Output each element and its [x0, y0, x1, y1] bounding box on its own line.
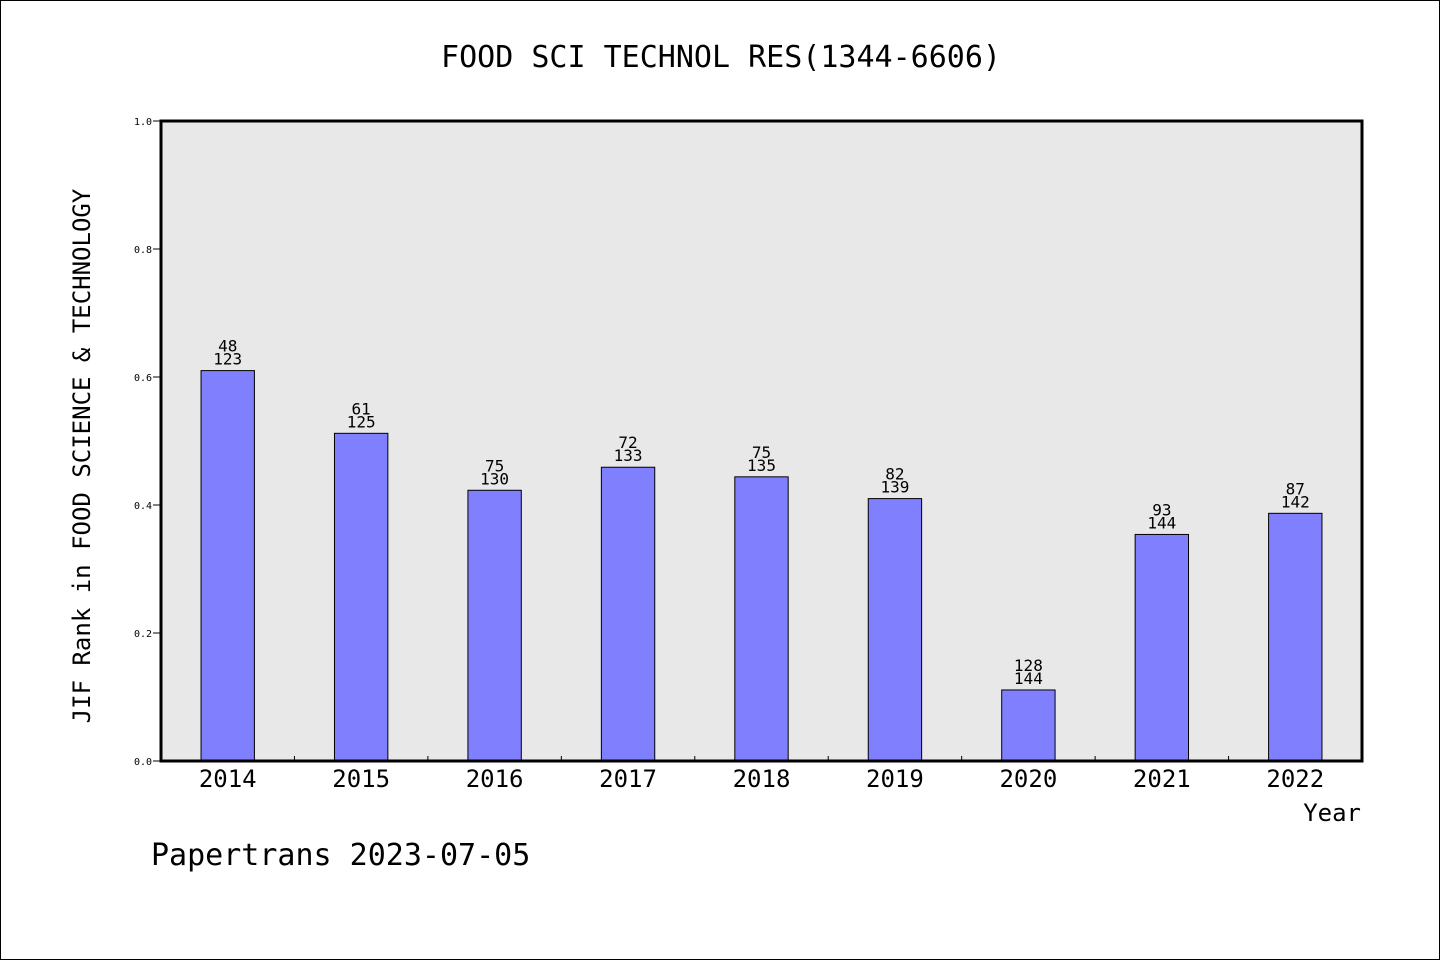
- footer-text: Papertrans 2023-07-05: [151, 838, 530, 873]
- x-tick-label: 2015: [332, 765, 390, 793]
- y-tick-label: 0.2: [134, 629, 152, 640]
- bar-rank-label: 75: [485, 456, 504, 475]
- y-tick-label: 1.0: [134, 117, 152, 128]
- y-axis: 0.0 0.2 0.4 0.6 0.8 1.0: [134, 117, 161, 768]
- bar-2018: [734, 476, 789, 762]
- x-tick-label: 2019: [866, 765, 924, 793]
- bar-total-label: 123: [213, 350, 242, 369]
- plot-border: [159, 119, 1364, 763]
- x-tick-label: 2020: [999, 765, 1057, 793]
- bar-rank-label: 48: [218, 337, 237, 356]
- bar-rank-label: 82: [885, 465, 904, 484]
- x-tick-label: 2018: [733, 765, 791, 793]
- bar-total-label: 135: [747, 456, 776, 475]
- bar-2016: [467, 489, 522, 762]
- bar-2017: [600, 466, 656, 762]
- x-axis-label: Year: [1303, 799, 1361, 827]
- bar-rank-label: 87: [1286, 479, 1305, 498]
- bar-total-label: 125: [347, 412, 376, 431]
- x-tick-label: 2016: [466, 765, 524, 793]
- x-axis: 2014 2015 2016 2017 2018 2019 2020 2021 2022: [199, 756, 1324, 793]
- x-tick-label: 2017: [599, 765, 657, 793]
- y-tick-label: 0.8: [134, 245, 152, 256]
- bar-rank-label: 93: [1152, 500, 1171, 519]
- bar-total-label: 130: [480, 469, 509, 488]
- bar-2021: [1134, 533, 1190, 762]
- bar-total-label: 144: [1014, 669, 1043, 688]
- x-tick-label: 2021: [1133, 765, 1191, 793]
- x-tick-label: 2014: [199, 765, 257, 793]
- bar-total-label: 142: [1281, 492, 1310, 511]
- y-tick-label: 0.6: [134, 373, 152, 384]
- bar-2019: [867, 498, 923, 762]
- bar-2015: [333, 432, 389, 762]
- bar-2020: [1001, 689, 1056, 762]
- bar-total-label: 144: [1147, 513, 1176, 532]
- bar-total-label: 133: [614, 446, 643, 465]
- bar-rank-label: 75: [752, 443, 771, 462]
- y-axis-label: JIF Rank in FOOD SCIENCE & TECHNOLOGY: [68, 188, 96, 723]
- bar-2014: [200, 370, 255, 762]
- y-tick-label: 0.4: [134, 501, 152, 512]
- bar-rank-label: 61: [352, 399, 371, 418]
- bar-total-label: 139: [880, 478, 909, 497]
- x-tick-label: 2022: [1266, 765, 1324, 793]
- bar-rank-label: 128: [1014, 656, 1043, 675]
- y-tick-label: 0.0: [134, 757, 152, 768]
- bar-rank-label: 72: [618, 433, 637, 452]
- bar-2022: [1268, 512, 1323, 762]
- chart-title: FOOD SCI TECHNOL RES(1344-6606): [441, 40, 1001, 75]
